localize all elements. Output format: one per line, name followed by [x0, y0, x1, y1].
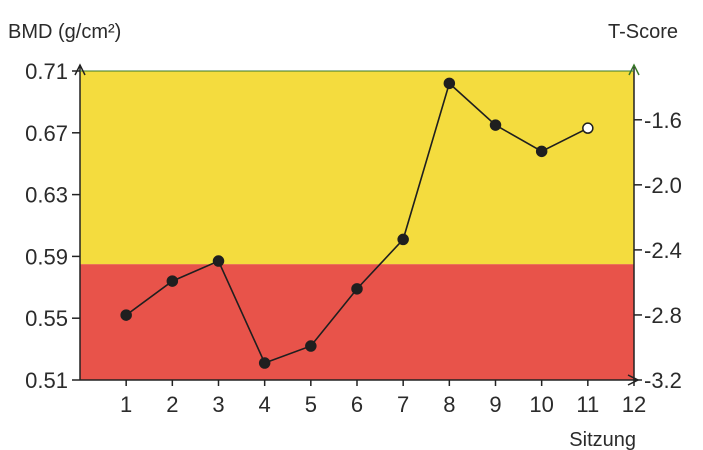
x-tick-label: 1	[120, 392, 132, 417]
y-right-tick-label: -3.2	[644, 368, 682, 393]
x-tick-label: 4	[259, 392, 271, 417]
chart-series	[120, 77, 594, 369]
x-tick-label: 10	[529, 392, 553, 417]
y-right-tick-label: -2.8	[644, 303, 682, 328]
y-axis-right-arrow	[628, 63, 640, 76]
data-point	[397, 233, 409, 246]
data-point	[305, 340, 317, 352]
x-tick-label: 5	[305, 392, 317, 417]
y-left-tick-label: 0.59	[25, 244, 68, 269]
x-tick-label: 2	[166, 392, 178, 417]
y-right-tick-label: -1.6	[644, 108, 682, 133]
data-point	[443, 77, 456, 90]
y-left-tick-label: 0.71	[25, 59, 68, 84]
band-yellow	[80, 71, 634, 265]
y-left-tick-label: 0.55	[25, 306, 68, 331]
y-right-tick-label: -2.4	[644, 238, 682, 263]
x-tick-label: 6	[351, 392, 363, 417]
x-tick-label: 11	[576, 392, 599, 417]
x-axis-title: Sitzung	[569, 429, 636, 450]
x-tick-label: 3	[212, 392, 224, 417]
x-tick-label: 8	[443, 392, 455, 417]
data-point	[489, 119, 502, 131]
data-point	[166, 275, 179, 287]
y-axis-right-title: T-Score	[608, 21, 678, 43]
data-point	[535, 145, 548, 158]
x-tick-label: 9	[489, 392, 501, 417]
x-tick-label: 7	[397, 392, 409, 417]
data-point	[120, 309, 132, 321]
band-red	[80, 264, 634, 380]
data-point	[212, 255, 225, 267]
chart-ticks: 0.71 0.67 0.63 0.59 0.55 0.51 -1.6 -2.0 -2.4 -2.8…	[25, 59, 682, 417]
chart-bands	[80, 71, 634, 380]
data-point-open	[582, 122, 594, 134]
y-axis-left-title: BMD (g/cm²)	[8, 21, 121, 43]
data-point	[351, 283, 363, 295]
y-left-tick-label: 0.51	[25, 368, 68, 393]
x-tick-label: 12	[622, 392, 646, 417]
data-point	[258, 357, 271, 369]
y-left-tick-label: 0.63	[25, 183, 68, 208]
y-left-tick-label: 0.67	[25, 121, 68, 146]
y-right-tick-label: -2.0	[644, 173, 682, 198]
